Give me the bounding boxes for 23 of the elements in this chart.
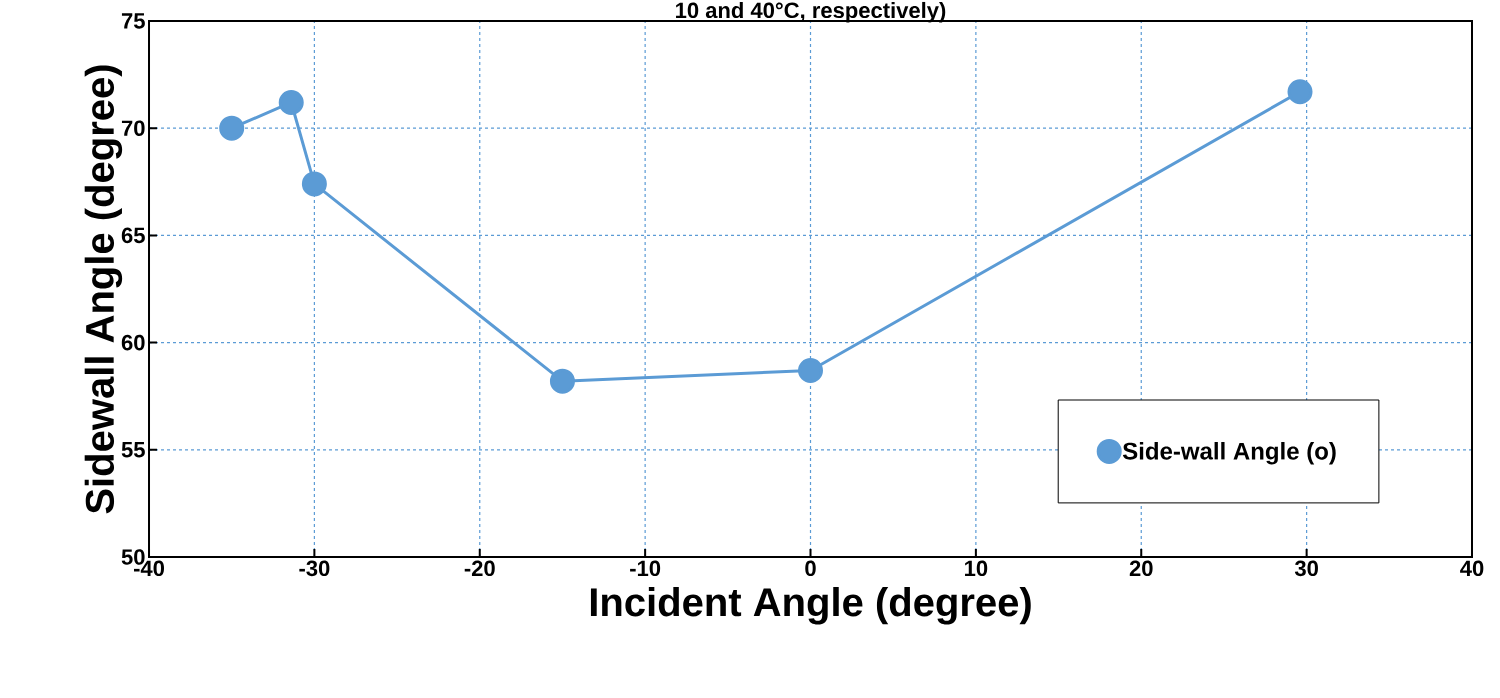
y-tick-label: 65: [121, 227, 145, 244]
x-axis-title: Incident Angle (degree): [590, 587, 1031, 625]
point: [278, 89, 304, 115]
point: [301, 171, 327, 197]
y-tick-label: 60: [121, 334, 145, 351]
point: [798, 357, 824, 383]
y-tick-label: 70: [121, 120, 145, 136]
x-tick-label: -10: [630, 560, 661, 577]
x-tick-label: -20: [464, 560, 495, 577]
y-tick-label: 75: [121, 13, 145, 29]
legend-label: Side-wall Angle (o): [1122, 442, 1336, 465]
point: [219, 115, 245, 141]
point: [1287, 79, 1313, 105]
point: [549, 368, 575, 394]
x-tick-label: -30: [299, 560, 330, 577]
x-tick-label: 10: [965, 560, 988, 577]
x-tick-label: 20: [1129, 560, 1153, 577]
y-tick-label: 55: [121, 442, 145, 458]
x-tick-label: 0: [805, 560, 816, 577]
y-axis-title: Sidewall Angle (degree): [84, 65, 123, 514]
x-tick-label: 40: [1460, 560, 1484, 577]
chart-title: 10 and 40°C, respectively): [676, 1, 946, 23]
x-tick-label: 30: [1294, 560, 1318, 577]
